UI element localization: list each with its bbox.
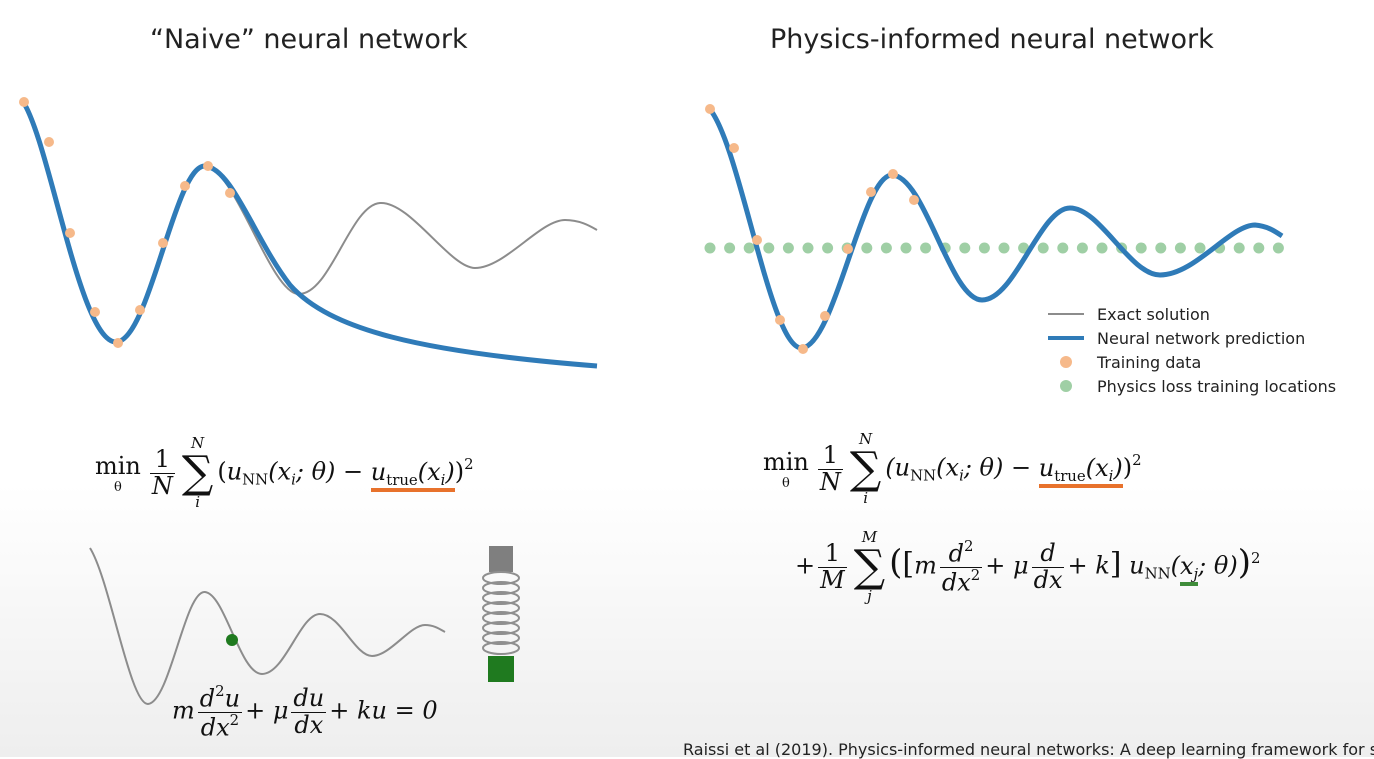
physics-loss-point xyxy=(763,242,775,254)
physics-loss-point xyxy=(1135,242,1147,254)
oscillation-sketch-curve xyxy=(89,547,446,706)
physics-loss-point xyxy=(1174,242,1186,254)
naive-loss-equation: min θ 1 N N ∑ i (uNN(xi; θ) − utrue(xi))2 xyxy=(95,434,474,511)
true-value-underline: utrue(xi) xyxy=(370,457,455,492)
spring-mass-icon xyxy=(482,546,520,682)
physics-loss-point xyxy=(920,242,932,254)
citation-text: Raissi et al (2019). Physics-informed ne… xyxy=(683,740,1374,759)
physics-loss-points xyxy=(704,242,1284,254)
physics-loss-point xyxy=(978,242,990,254)
legend-label: Training data xyxy=(1097,352,1202,372)
physics-loss-point xyxy=(1253,242,1265,254)
physics-loss-point xyxy=(1037,242,1049,254)
left-training-data-points xyxy=(19,97,235,348)
true-value-underline: utrue(xi) xyxy=(1038,453,1123,488)
physics-loss-point xyxy=(1272,242,1284,254)
pinn-title: Physics-informed neural network xyxy=(770,24,1214,55)
physics-loss-point xyxy=(1076,242,1088,254)
physics-loss-point xyxy=(959,242,971,254)
physics-loss-point xyxy=(743,242,755,254)
legend-label: Neural network prediction xyxy=(1097,328,1306,348)
pinn-data-loss-equation: min θ 1 N N ∑ i (uNN(xi; θ) − utrue(xi))2 xyxy=(763,430,1142,507)
legend-label: Exact solution xyxy=(1097,304,1210,324)
physics-loss-point xyxy=(822,242,834,254)
physics-loss-point xyxy=(1096,242,1108,254)
physics-loss-point xyxy=(880,242,892,254)
physics-loss-point xyxy=(1155,242,1167,254)
physics-loss-point xyxy=(1057,242,1069,254)
physics-loss-point xyxy=(724,242,736,254)
ode-equation: m d2u dx2 + μ du dx + ku = 0 xyxy=(172,682,438,741)
physics-loss-point xyxy=(1233,242,1245,254)
physics-loss-point xyxy=(900,242,912,254)
physics-loss-point xyxy=(704,242,716,254)
plot-legend: Exact solution Neural network prediction… xyxy=(1045,302,1336,398)
collocation-point-underline: xj xyxy=(1180,551,1199,586)
naive-nn-title: “Naive” neural network xyxy=(150,24,468,55)
physics-loss-point xyxy=(998,242,1010,254)
physics-loss-point xyxy=(1194,242,1206,254)
right-nn-prediction-curve xyxy=(706,105,1284,351)
legend-item-training: Training data xyxy=(1045,350,1336,374)
left-exact-solution-curve xyxy=(21,99,598,344)
physics-loss-point xyxy=(802,242,814,254)
physics-loss-point xyxy=(782,242,794,254)
legend-item-physics: Physics loss training locations xyxy=(1045,374,1336,398)
legend-label: Physics loss training locations xyxy=(1097,376,1337,396)
oscillation-marker-dot xyxy=(226,634,238,646)
left-nn-prediction-curve xyxy=(19,98,598,369)
right-training-data-points xyxy=(705,104,919,354)
legend-item-nn: Neural network prediction xyxy=(1045,326,1336,350)
physics-loss-point xyxy=(861,242,873,254)
legend-item-exact: Exact solution xyxy=(1045,302,1336,326)
